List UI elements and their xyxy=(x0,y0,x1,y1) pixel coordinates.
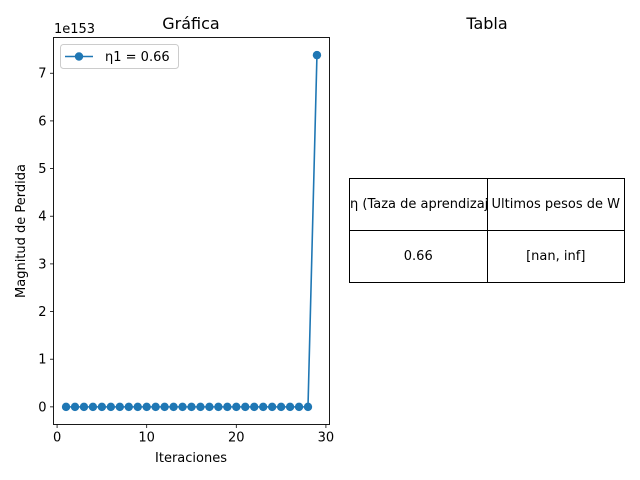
table-cell: 0.66 xyxy=(349,230,488,283)
x-ticks: 0 10 20 30 xyxy=(53,424,335,446)
y-tick-label: 2 xyxy=(38,305,46,320)
table-title: Tabla xyxy=(465,14,507,33)
y-tick-label: 1 xyxy=(38,353,46,368)
data-point xyxy=(267,402,277,412)
table-header-cell: η (Taza de aprendizaje) xyxy=(349,178,488,231)
series-markers xyxy=(61,50,322,412)
data-point xyxy=(160,402,169,412)
data-point xyxy=(303,402,313,412)
data-point xyxy=(294,402,304,412)
data-point xyxy=(187,402,196,412)
data-point xyxy=(97,402,107,412)
y-axis-offset-text: 1e153 xyxy=(54,22,95,37)
table-header-cell: Ultimos pesos de W xyxy=(486,178,625,231)
y-tick-label: 5 xyxy=(38,162,46,177)
data-point xyxy=(312,50,322,60)
data-point xyxy=(142,402,151,412)
y-ticks: 0 1 2 3 4 5 6 7 xyxy=(38,67,54,415)
data-point xyxy=(258,402,268,412)
data-point xyxy=(151,402,160,412)
data-point xyxy=(241,402,250,412)
x-tick-label: 10 xyxy=(138,431,155,446)
data-point xyxy=(169,402,178,412)
chart-title: Gráfica xyxy=(162,14,219,33)
y-tick-label: 0 xyxy=(38,400,46,415)
line-chart: Gráfica 1e153 0 10 20 30 0 1 2 3 4 5 6 7 Iteracion… xyxy=(14,14,334,466)
header-last-weights: Ultimos pesos de W xyxy=(491,197,620,212)
results-table: η (Taza de aprendizaje) Ultimos pesos de… xyxy=(349,178,625,283)
data-point xyxy=(106,402,116,412)
data-point xyxy=(124,402,133,412)
y-axis-label: Magnitud de Perdida xyxy=(14,164,29,298)
data-point xyxy=(178,402,187,412)
table-container: η (Taza de aprendizaje) Ultimos pesos de… xyxy=(349,178,625,283)
table-row: 0.66 [nan, inf] xyxy=(349,230,625,283)
legend-label: η1 = 0.66 xyxy=(105,50,170,65)
data-point xyxy=(276,402,286,412)
y-tick-label: 4 xyxy=(38,210,46,225)
table-cell: [nan, inf] xyxy=(486,230,625,283)
header-learning-rate: η (Taza de aprendizaje) xyxy=(350,197,487,212)
data-point xyxy=(285,402,295,412)
x-tick-label: 30 xyxy=(318,431,335,446)
data-point xyxy=(61,402,71,412)
y-tick-label: 6 xyxy=(38,114,46,129)
data-point xyxy=(232,402,241,412)
data-point xyxy=(196,402,205,412)
y-tick-label: 3 xyxy=(38,257,46,272)
legend: η1 = 0.66 xyxy=(60,44,179,69)
series-line xyxy=(66,55,318,408)
x-tick-label: 0 xyxy=(53,431,61,446)
y-tick-label: 7 xyxy=(38,67,46,82)
data-point xyxy=(205,402,214,412)
legend-box xyxy=(60,44,179,69)
plot-frame xyxy=(53,37,330,425)
data-point xyxy=(133,402,142,412)
data-point xyxy=(214,402,223,412)
data-point xyxy=(250,402,259,412)
legend-marker xyxy=(74,52,84,61)
data-point xyxy=(223,402,232,412)
table-header-row: η (Taza de aprendizaje) Ultimos pesos de… xyxy=(349,178,625,231)
data-point xyxy=(79,402,89,412)
x-axis-label: Iteraciones xyxy=(155,451,227,466)
data-point xyxy=(70,402,80,412)
data-point xyxy=(88,402,98,412)
data-point xyxy=(115,402,125,412)
x-tick-label: 20 xyxy=(228,431,245,446)
